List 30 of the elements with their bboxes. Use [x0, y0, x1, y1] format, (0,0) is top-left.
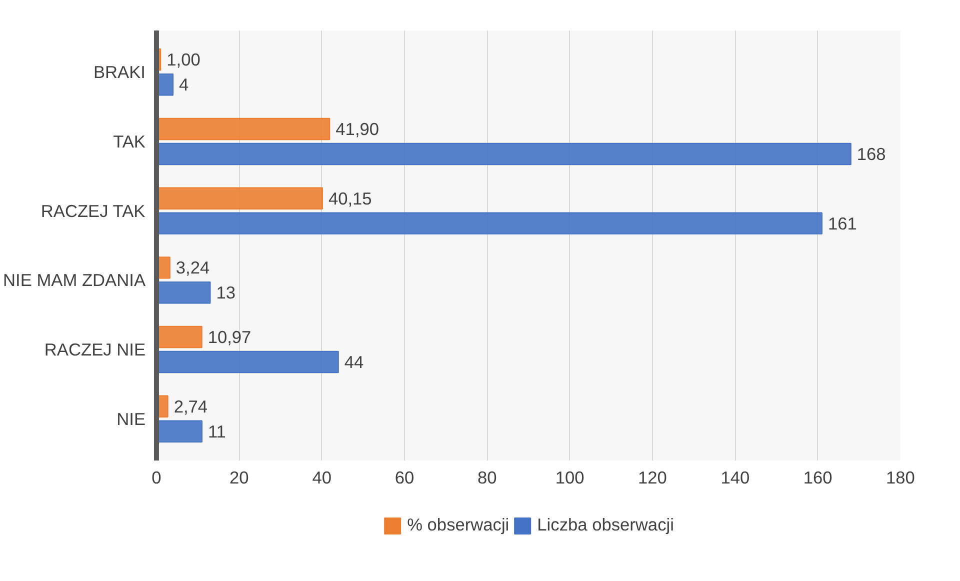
- data-label: 13: [216, 282, 236, 303]
- x-tick-label: 80: [478, 468, 497, 488]
- data-label: 4: [179, 74, 190, 95]
- x-tick-label: 160: [803, 468, 832, 488]
- x-tick-label: 60: [394, 468, 414, 488]
- x-tick-label: 0: [152, 468, 162, 488]
- data-label: 44: [344, 352, 364, 372]
- x-tick-label: 120: [638, 468, 667, 488]
- x-tick-label: 40: [312, 468, 332, 488]
- legend-label: % obserwacji: [407, 514, 510, 536]
- data-label: 41,90: [336, 118, 380, 139]
- data-label: 10,97: [208, 327, 252, 348]
- y-tick-label: NIE MAM ZDANIA: [3, 270, 146, 290]
- x-tick-label: 20: [230, 468, 249, 488]
- y-tick-label: RACZEJ NIE: [44, 340, 146, 360]
- data-label: 3,24: [176, 258, 210, 278]
- data-label: 2,74: [174, 396, 208, 416]
- legend-label: Liczba obserwacji: [537, 514, 674, 536]
- y-tick-label: NIE: [116, 408, 146, 429]
- x-tick-label: 180: [886, 468, 915, 488]
- y-tick-label: BRAKI: [94, 62, 146, 82]
- data-label: 11: [208, 421, 226, 442]
- data-label: 1,00: [166, 50, 200, 70]
- x-tick-label: 140: [720, 468, 750, 488]
- data-label: 40,15: [328, 188, 372, 208]
- x-tick-label: 100: [555, 468, 584, 488]
- y-tick-label: RACZEJ TAK: [40, 200, 146, 221]
- data-label: 168: [856, 144, 886, 164]
- y-tick-label: TAK: [113, 131, 146, 152]
- data-label: 161: [828, 213, 857, 234]
